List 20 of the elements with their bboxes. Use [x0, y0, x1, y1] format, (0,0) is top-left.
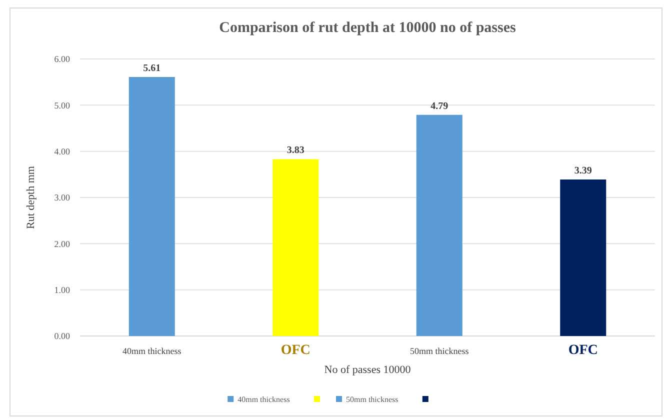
- y-tick-label: 1.00: [54, 284, 70, 295]
- x-axis-title: No of passes 10000: [324, 364, 412, 376]
- x-tick-label: OFC: [568, 343, 598, 358]
- data-label: 3.39: [574, 165, 592, 176]
- y-tick-label: 4.00: [54, 146, 70, 156]
- y-axis-title: Rut depth mm: [25, 166, 37, 229]
- chart-title: Comparison of rut depth at 10000 no of passes: [219, 20, 516, 36]
- data-label: 3.83: [286, 145, 304, 156]
- y-tick-label: 3.00: [54, 192, 70, 203]
- y-tick-label: 0.00: [54, 331, 70, 342]
- data-label: 4.79: [430, 100, 448, 112]
- x-tick-label: 50mm thickness: [410, 346, 470, 356]
- legend-label: 40mm thickness: [238, 395, 290, 404]
- y-tick-label: 5.00: [54, 100, 70, 110]
- legend-label: 50mm thickness: [346, 395, 398, 404]
- data-label: 5.61: [143, 63, 161, 74]
- y-tick-label: 6.00: [54, 54, 70, 64]
- y-tick-label: 2.00: [54, 238, 70, 249]
- x-tick-label: OFC: [280, 343, 310, 358]
- x-tick-label: 40mm thickness: [122, 346, 182, 356]
